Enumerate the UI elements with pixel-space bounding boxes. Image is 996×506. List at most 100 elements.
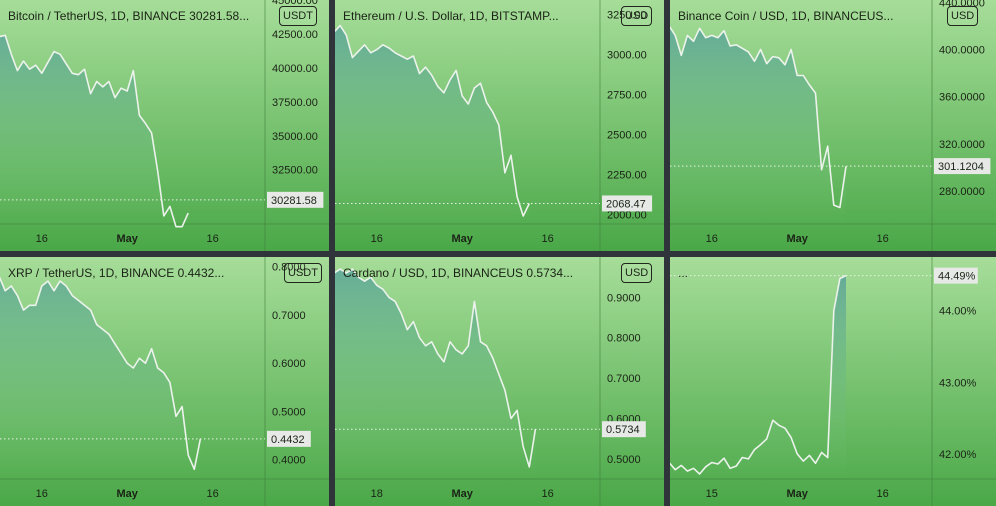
chart-panel-cardano[interactable]: 0.9000 0.8000 0.7000 0.6000 0.5000 0.5734 18 Ma… xyxy=(335,257,664,506)
data-point xyxy=(693,41,694,42)
data-point xyxy=(169,382,170,383)
data-point xyxy=(809,455,810,456)
data-point xyxy=(778,57,779,58)
data-point xyxy=(772,56,773,57)
data-point xyxy=(760,49,761,50)
data-point xyxy=(145,363,146,364)
data-point xyxy=(102,329,103,330)
data-point xyxy=(717,37,718,38)
chart-panel-binance-coin[interactable]: 440.0000 400.0000 360.0000 320.0000 280.0000… xyxy=(670,0,996,251)
data-point xyxy=(382,44,383,45)
data-point xyxy=(358,51,359,52)
data-point xyxy=(449,79,450,80)
last-price-badge xyxy=(934,267,978,284)
y-tick-label: 32500.00 xyxy=(272,165,318,177)
data-point xyxy=(730,468,731,469)
data-point xyxy=(827,457,828,458)
data-point xyxy=(53,51,54,52)
currency-button[interactable]: USD xyxy=(621,263,653,283)
data-point xyxy=(474,87,475,88)
x-tick-label: 16 xyxy=(706,233,718,245)
data-point xyxy=(413,321,414,322)
data-point xyxy=(766,63,767,64)
data-point xyxy=(407,59,408,60)
x-tick-label: 16 xyxy=(541,233,553,245)
data-point xyxy=(364,44,365,45)
data-point xyxy=(66,63,67,64)
y-tick-label: 0.9000 xyxy=(607,292,641,304)
data-point xyxy=(346,273,347,274)
y-tick-label: 0.5000 xyxy=(272,406,306,418)
data-point xyxy=(705,37,706,38)
data-point xyxy=(803,461,804,462)
data-point xyxy=(35,305,36,306)
x-tick-label: May xyxy=(451,488,473,500)
data-point xyxy=(139,358,140,359)
data-point xyxy=(133,70,134,71)
dominance-chart[interactable]: 44.00% 43.00% 42.00% 44.49% 15 May 16 xyxy=(670,257,996,506)
data-point xyxy=(96,81,97,82)
data-point xyxy=(803,75,804,76)
y-tick-label: 3250.00 xyxy=(607,9,647,21)
y-tick-label: 360.0000 xyxy=(939,92,985,104)
data-point xyxy=(480,341,481,342)
data-point xyxy=(675,469,676,470)
currency-button[interactable]: USD xyxy=(947,6,979,26)
y-tick-label: 320.0000 xyxy=(939,139,985,151)
data-point xyxy=(382,289,383,290)
data-point xyxy=(498,124,499,125)
chart-panel-ethereum[interactable]: 3250.00 3000.00 2750.00 2500.00 2250.00 2000.… xyxy=(335,0,664,251)
x-tick-label: 16 xyxy=(876,488,888,500)
data-point xyxy=(5,290,6,291)
data-point xyxy=(699,28,700,29)
y-tick-label: 0.8000 xyxy=(272,262,306,274)
data-point xyxy=(699,473,700,474)
data-point xyxy=(352,269,353,270)
data-point xyxy=(717,463,718,464)
y-tick-label: 0.7000 xyxy=(272,310,306,322)
data-point xyxy=(797,453,798,454)
data-point xyxy=(784,428,785,429)
currency-button[interactable]: USDT xyxy=(284,263,322,283)
data-point xyxy=(194,469,195,470)
data-point xyxy=(675,35,676,36)
last-price-badge xyxy=(934,158,991,175)
data-point xyxy=(504,390,505,391)
last-price-badge xyxy=(602,195,653,212)
data-point xyxy=(474,301,475,302)
data-point xyxy=(84,305,85,306)
data-point xyxy=(456,70,457,71)
currency-button[interactable]: USDT xyxy=(279,6,317,26)
x-tick-label: 16 xyxy=(541,488,553,500)
last-price-label: 301.1204 xyxy=(938,161,984,173)
chart-panel-xrp[interactable]: 0.8000 0.7000 0.6000 0.5000 0.4000 0.4432 16 Ma… xyxy=(0,257,329,506)
data-point xyxy=(11,285,12,286)
data-point xyxy=(723,458,724,459)
binance-coin-chart[interactable]: 440.0000 400.0000 360.0000 320.0000 280.0000… xyxy=(670,0,996,251)
currency-button[interactable]: USD xyxy=(621,6,653,26)
data-point xyxy=(504,172,505,173)
data-point xyxy=(419,337,420,338)
data-point xyxy=(815,463,816,464)
data-point xyxy=(766,438,767,439)
data-point xyxy=(346,35,347,36)
data-point xyxy=(510,155,511,156)
data-point xyxy=(108,81,109,82)
x-tick-label: 15 xyxy=(706,488,718,500)
xrp-chart[interactable]: 0.8000 0.7000 0.6000 0.5000 0.4000 0.4432 16 Ma… xyxy=(0,257,329,506)
bitcoin-chart[interactable]: 45000.00 42500.00 40000.00 37500.00 35000.00… xyxy=(0,0,329,251)
data-point xyxy=(791,49,792,50)
data-point xyxy=(352,57,353,58)
chart-panel-bitcoin[interactable]: 45000.00 42500.00 40000.00 37500.00 35000.00… xyxy=(0,0,329,251)
ethereum-chart[interactable]: 3250.00 3000.00 2750.00 2500.00 2250.00 2000.… xyxy=(335,0,664,251)
data-point xyxy=(388,47,389,48)
data-point xyxy=(395,301,396,302)
data-point xyxy=(121,353,122,354)
price-line xyxy=(0,276,202,471)
y-tick-label: 0.5000 xyxy=(607,454,641,466)
data-point xyxy=(815,93,816,94)
y-tick-label: 42.00% xyxy=(939,449,977,461)
chart-panel-dominance[interactable]: 44.00% 43.00% 42.00% 44.49% 15 May 16 ... xyxy=(670,257,996,506)
data-point xyxy=(121,88,122,89)
